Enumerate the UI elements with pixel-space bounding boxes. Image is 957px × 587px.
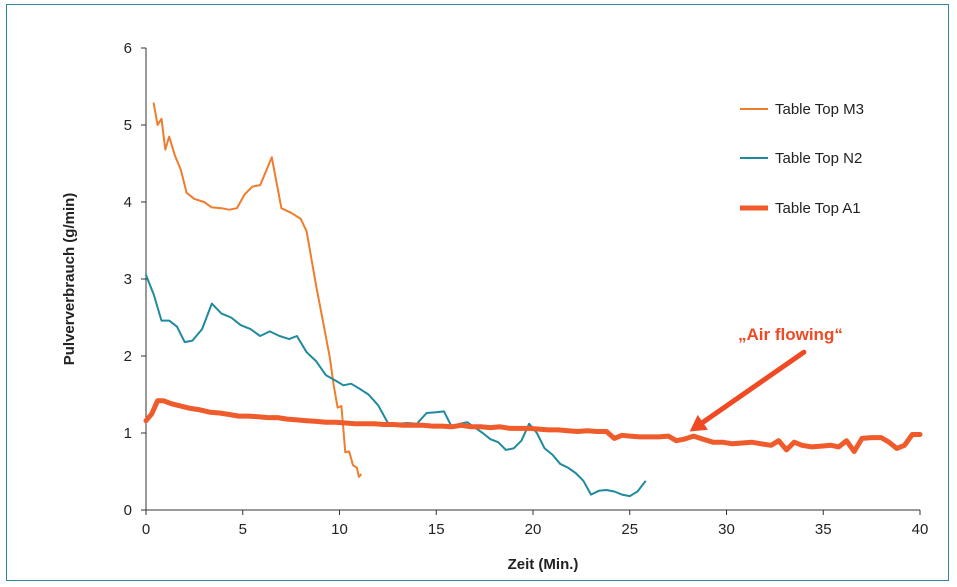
annotation-text: „Air flowing“ <box>738 325 843 344</box>
legend: Table Top M3 Table Top N2 Table Top A1 <box>740 101 864 217</box>
x-tick-label: 25 <box>621 521 638 538</box>
legend-label: Table Top N2 <box>775 150 862 167</box>
legend-label: Table Top M3 <box>775 101 864 118</box>
annotation-arrow-head <box>689 414 708 432</box>
x-tick-label: 35 <box>815 521 832 538</box>
x-tick-label: 10 <box>331 521 348 538</box>
y-tick-label: 0 <box>124 502 132 519</box>
series-line-3 <box>143 398 923 454</box>
series-line-2 <box>145 274 647 498</box>
y-tick-label: 2 <box>124 348 132 365</box>
x-tick-label: 30 <box>718 521 735 538</box>
x-tick-label: 5 <box>239 521 247 538</box>
chart-frame <box>6 4 949 581</box>
y-axis-title: Pulververbrauch (g/min) <box>61 193 78 366</box>
y-tick-label: 5 <box>124 117 132 134</box>
series-layer <box>143 102 923 498</box>
x-tick-label: 20 <box>525 521 542 538</box>
axes: 0 1 2 3 4 5 6 0 5 10 15 20 25 30 35 40 <box>124 40 929 538</box>
x-tick-label: 40 <box>912 521 929 538</box>
legend-label: Table Top A1 <box>775 200 861 217</box>
y-tick-label: 6 <box>124 40 132 57</box>
x-axis-title: Zeit (Min.) <box>508 556 579 573</box>
x-tick-label: 15 <box>428 521 445 538</box>
y-tick-label: 1 <box>124 425 132 442</box>
x-tick-label: 0 <box>142 521 150 538</box>
series-line-1 <box>152 102 362 478</box>
y-tick-label: 3 <box>124 271 132 288</box>
annotation: „Air flowing“ <box>689 325 843 432</box>
annotation-arrow-shaft <box>700 349 807 425</box>
y-tick-label: 4 <box>124 194 132 211</box>
